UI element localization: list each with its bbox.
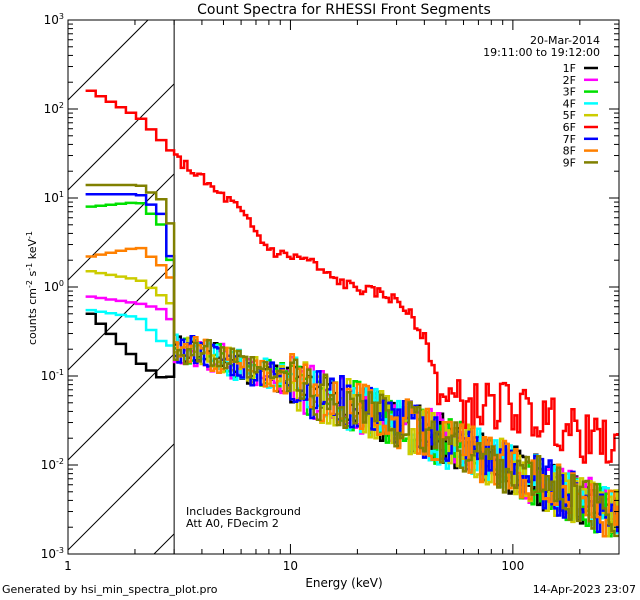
series-layer: [85, 89, 619, 538]
hatched-region: [67, 19, 175, 555]
y-tick-label: 101: [44, 190, 64, 205]
y-tick-label: 103: [44, 12, 64, 27]
x-tick-label: 100: [501, 559, 524, 573]
hatch-line: [67, 19, 149, 101]
legend-label-9F: 9F: [563, 156, 576, 169]
annotation-background: Includes Background: [186, 505, 301, 518]
y-axis-label: counts cm-2 s-1 keV-1: [25, 231, 39, 345]
hatch-line: [67, 83, 175, 191]
legend: 20-Mar-2014 19:11:00 to 19:12:00 1F2F3F4…: [483, 34, 600, 169]
annotation-attenuator: Att A0, FDecim 2: [186, 517, 279, 530]
legend-label-5F: 5F: [563, 109, 576, 122]
y-tick-label: 10-3: [41, 546, 64, 561]
hatch-line: [153, 533, 175, 555]
y-tick-label: 102: [44, 101, 64, 116]
footer-generated-by: Generated by hsi_min_spectra_plot.pro: [2, 583, 218, 596]
x-tick-label: 1: [64, 559, 72, 573]
axes: 1 10 100 10-3 10-2 10-1 100 101 102 103: [41, 12, 620, 573]
legend-label-3F: 3F: [563, 86, 576, 99]
series-9F: [85, 183, 619, 538]
series-6F: [85, 89, 619, 464]
y-tick-label: 10-2: [41, 457, 64, 472]
hatch-line: [67, 353, 175, 461]
y-tick-label: 10-1: [41, 368, 64, 383]
legend-label-7F: 7F: [563, 133, 576, 146]
hatch-line: [67, 443, 175, 551]
y-tick-label: 100: [44, 279, 64, 294]
info-date: 20-Mar-2014: [530, 34, 600, 47]
chart-title: Count Spectra for RHESSI Front Segments: [197, 2, 491, 18]
legend-label-4F: 4F: [563, 97, 576, 110]
info-time-range: 19:11:00 to 19:12:00: [483, 46, 600, 59]
x-tick-label: 10: [283, 559, 298, 573]
x-axis-label: Energy (keV): [305, 576, 382, 590]
hatch-line: [67, 263, 175, 371]
legend-label-1F: 1F: [563, 62, 576, 75]
footer-timestamp: 14-Apr-2023 23:07: [532, 583, 636, 596]
legend-label-8F: 8F: [563, 145, 576, 158]
legend-label-6F: 6F: [563, 121, 576, 134]
legend-label-2F: 2F: [563, 74, 576, 87]
